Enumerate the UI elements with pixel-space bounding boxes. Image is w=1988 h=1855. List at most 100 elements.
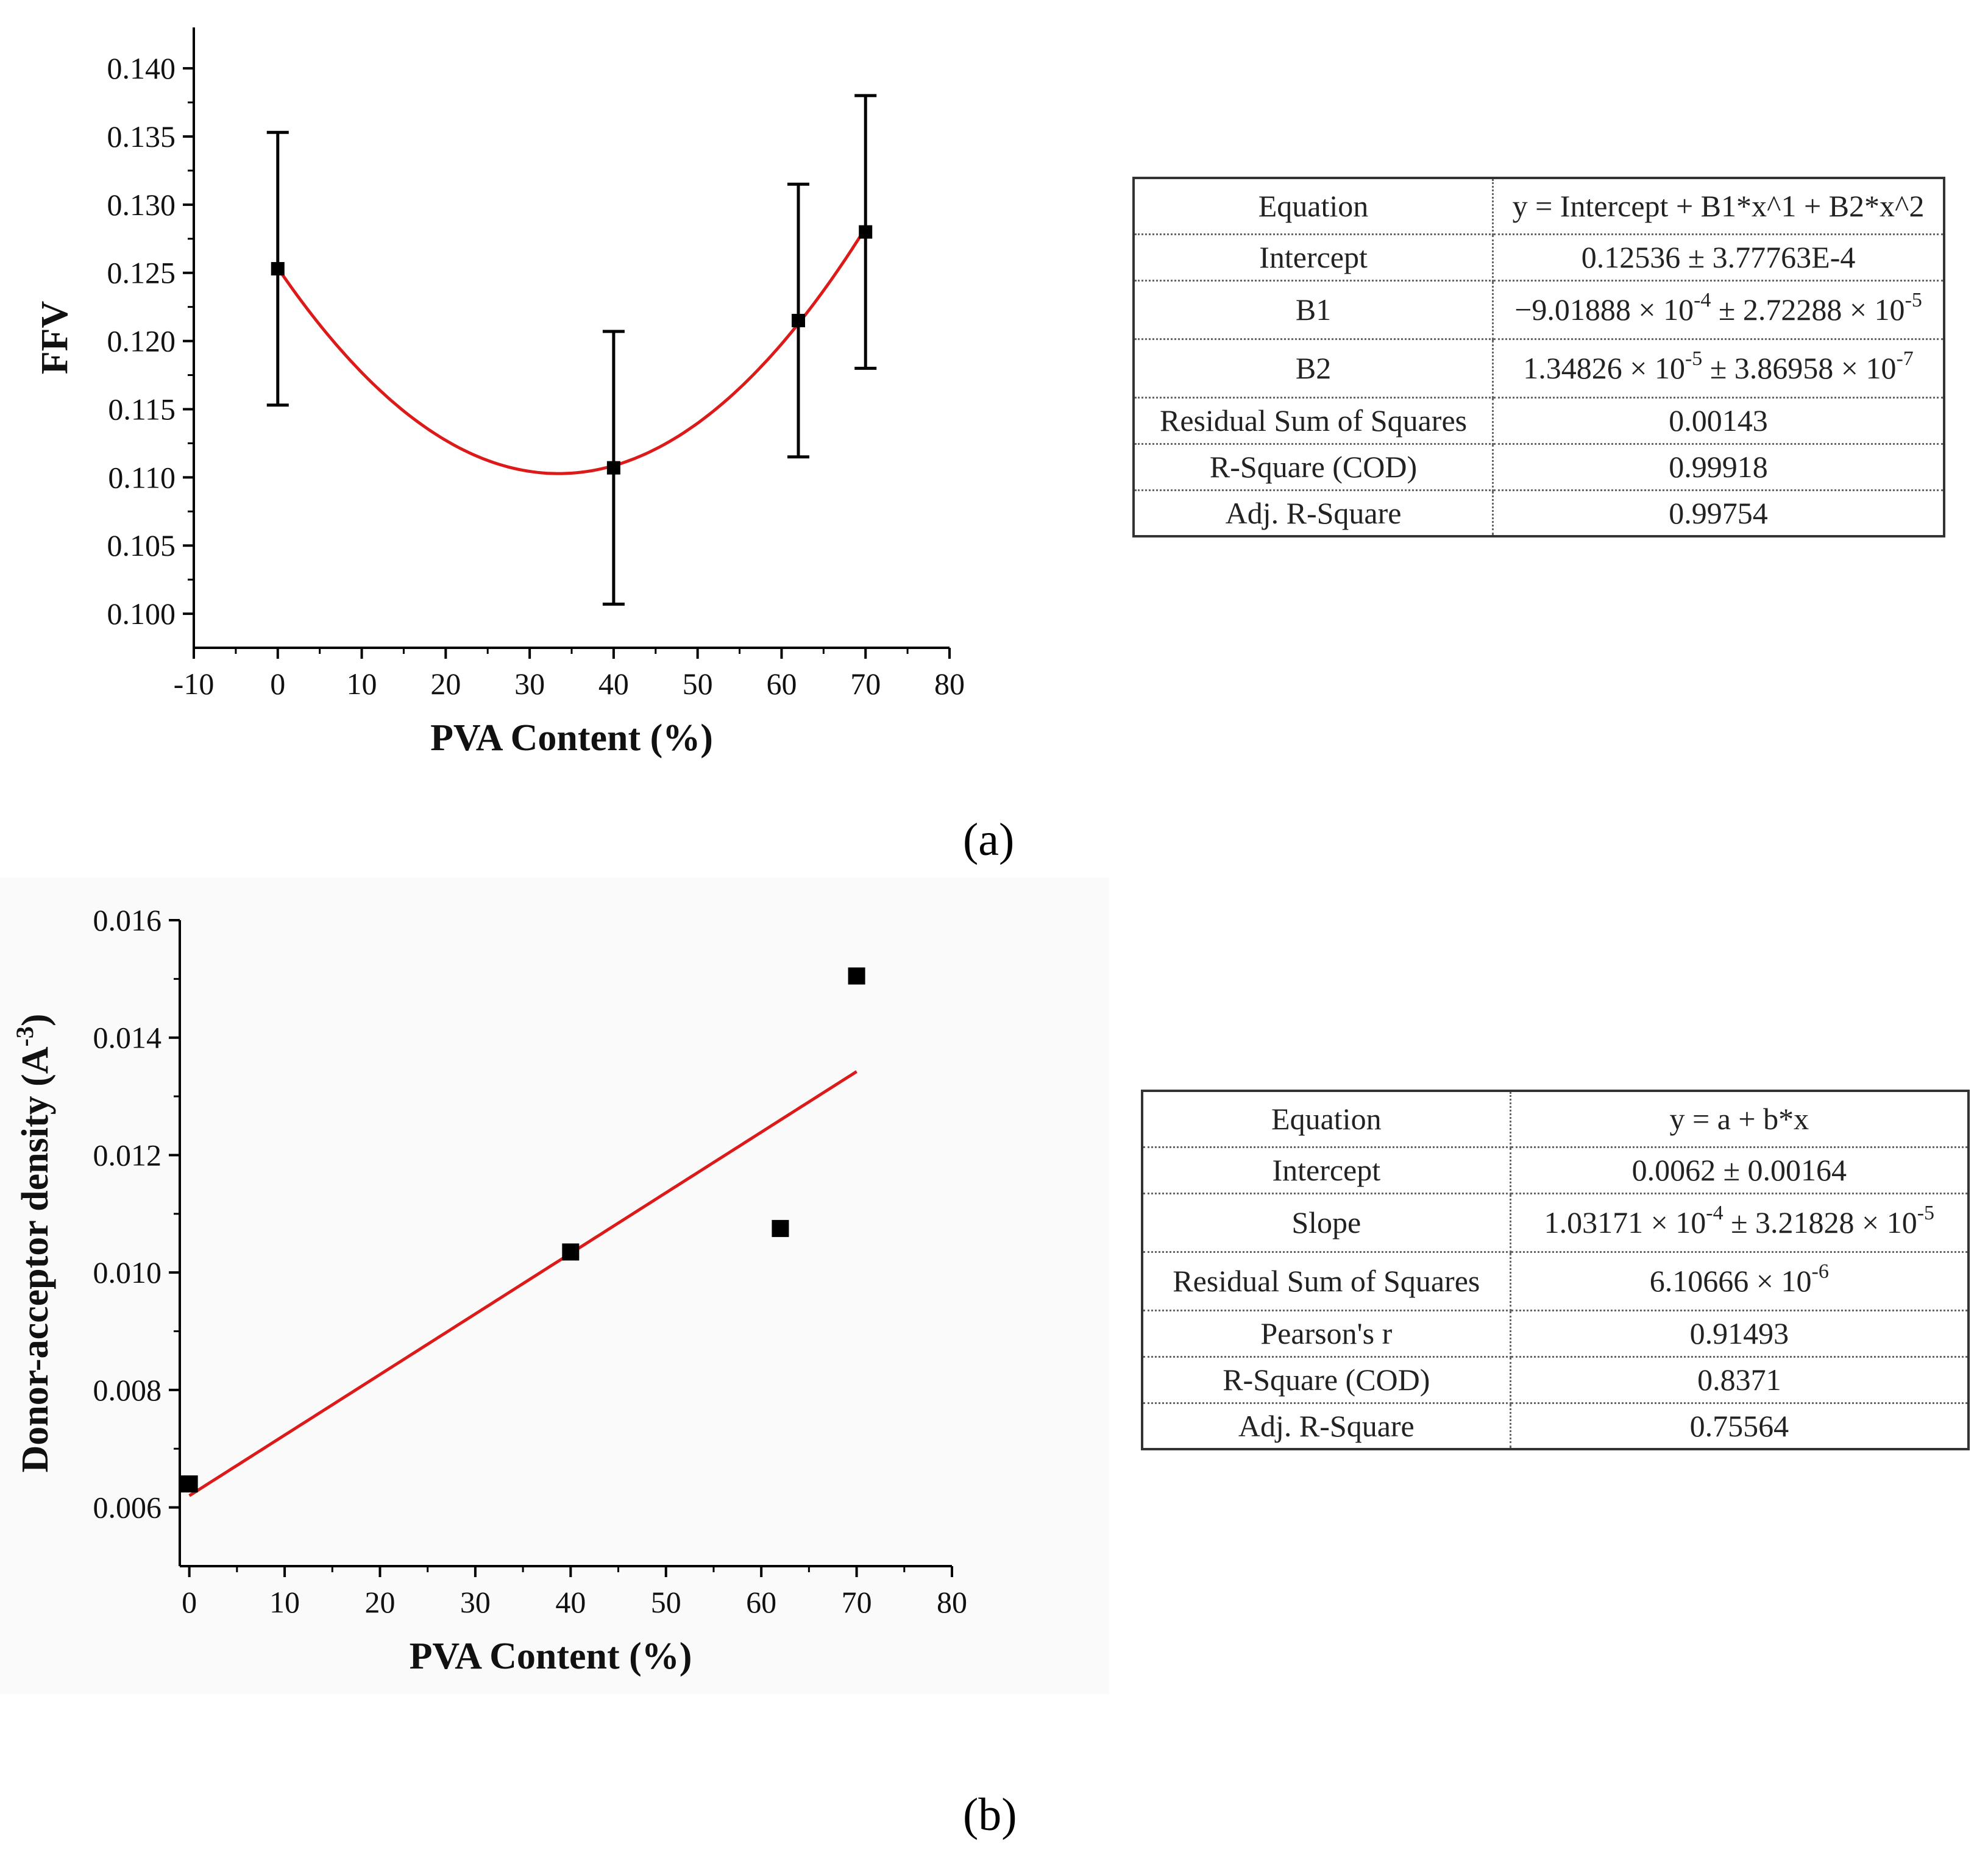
data-point bbox=[792, 314, 805, 328]
fit-label: Pearson's r bbox=[1142, 1310, 1511, 1358]
x-tick-label: 80 bbox=[934, 667, 965, 701]
fit-row-slope: Slope 1.03171 × 10-4 ± 3.21828 × 10-5 bbox=[1142, 1193, 1968, 1253]
data-point bbox=[772, 1219, 789, 1237]
y-tick-label: 0.135 bbox=[107, 119, 176, 154]
x-tick-label: 50 bbox=[683, 667, 713, 701]
fit-table-a: Equation y = Intercept + B1*x^1 + B2*x^2… bbox=[1132, 177, 1945, 537]
fit-label: Equation bbox=[1142, 1091, 1511, 1148]
exponent: -4 bbox=[1694, 289, 1711, 311]
fit-label: Equation bbox=[1134, 178, 1494, 235]
x-tick-label: 30 bbox=[460, 1585, 491, 1619]
fit-row-equation: Equation y = Intercept + B1*x^1 + B2*x^2 bbox=[1134, 178, 1944, 235]
x-tick-label: 10 bbox=[269, 1585, 300, 1619]
panel-label-a: (a) bbox=[963, 814, 1015, 865]
x-tick-label: 0 bbox=[182, 1585, 197, 1619]
fit-label: Slope bbox=[1142, 1193, 1511, 1253]
fit-value: y = a + b*x bbox=[1510, 1091, 1968, 1148]
fit-row-r-square: R-Square (COD) 0.99918 bbox=[1134, 444, 1944, 491]
mantissa: 1.03171 × 10 bbox=[1544, 1205, 1706, 1240]
exponent: -5 bbox=[1905, 289, 1922, 311]
exponent: -7 bbox=[1896, 347, 1914, 370]
fit-value: y = Intercept + B1*x^1 + B2*x^2 bbox=[1493, 178, 1944, 235]
fit-value: 0.99918 bbox=[1493, 444, 1944, 491]
y-tick-label: 0.130 bbox=[107, 188, 176, 222]
mantissa: −9.01888 × 10 bbox=[1514, 293, 1694, 327]
fit-label: Adj. R-Square bbox=[1134, 490, 1494, 536]
y-axis-title: FFV bbox=[34, 301, 76, 375]
exponent: -5 bbox=[1917, 1202, 1935, 1224]
y-tick-label: 0.140 bbox=[107, 51, 176, 85]
y-tick-label: 0.120 bbox=[107, 324, 176, 358]
fit-value: 1.03171 × 10-4 ± 3.21828 × 10-5 bbox=[1510, 1193, 1968, 1253]
fit-row-rss: Residual Sum of Squares 0.00143 bbox=[1134, 397, 1944, 445]
y-tick-label: 0.010 bbox=[93, 1255, 162, 1289]
x-tick-label: 20 bbox=[364, 1585, 395, 1619]
fit-row-b1: B1 −9.01888 × 10-4 ± 2.72288 × 10-5 bbox=[1134, 280, 1944, 340]
fit-value: −9.01888 × 10-4 ± 2.72288 × 10-5 bbox=[1493, 280, 1944, 340]
fit-row-equation: Equation y = a + b*x bbox=[1142, 1091, 1968, 1148]
x-tick-label: 80 bbox=[937, 1585, 967, 1619]
fit-label: Residual Sum of Squares bbox=[1142, 1252, 1511, 1311]
fit-row-rss: Residual Sum of Squares 6.10666 × 10-6 bbox=[1142, 1252, 1968, 1311]
data-point bbox=[848, 967, 865, 985]
y-tick-label: 0.105 bbox=[107, 528, 176, 562]
x-tick-label: 70 bbox=[850, 667, 881, 701]
fit-label: B2 bbox=[1134, 339, 1494, 399]
mantissa: 6.10666 × 10 bbox=[1649, 1264, 1812, 1298]
x-tick-label: 10 bbox=[347, 667, 377, 701]
x-tick-label: 70 bbox=[842, 1585, 872, 1619]
chart-b: 0 10 20 30 40 50 60 70 80 0.006 0.008 0.010 0.012 0.0… bbox=[11, 903, 967, 1677]
exponent: -4 bbox=[1706, 1202, 1724, 1224]
uncertainty: ± 2.72288 × 10 bbox=[1711, 293, 1905, 327]
fit-value: 0.91493 bbox=[1510, 1310, 1968, 1358]
fit-value: 0.00143 bbox=[1493, 397, 1944, 445]
fit-value: 0.75564 bbox=[1689, 1408, 1789, 1443]
panel-label-b: (b) bbox=[963, 1789, 1017, 1840]
fit-row-pearson-r: Pearson's r 0.91493 bbox=[1142, 1310, 1968, 1358]
x-tick-label: 40 bbox=[598, 667, 629, 701]
chart-a: -10 0 10 20 30 40 50 60 70 80 0.100 0.105 0.110 0.115… bbox=[34, 27, 965, 759]
fit-row-b2: B2 1.34826 × 10-5 ± 3.86958 × 10-7 bbox=[1134, 339, 1944, 399]
data-point bbox=[606, 461, 620, 475]
x-axis-title: PVA Content (%) bbox=[410, 1636, 692, 1677]
fit-value: 0.8371 bbox=[1510, 1357, 1968, 1404]
fit-label: Intercept bbox=[1134, 234, 1494, 282]
y-tick-label: 0.125 bbox=[107, 256, 176, 290]
fit-table-b: Equation y = a + b*x Intercept 0.0062 ± … bbox=[1141, 1090, 1970, 1450]
x-tick-label: 20 bbox=[430, 667, 461, 701]
panel-b-background bbox=[0, 878, 1109, 1694]
fit-label: R-Square (COD) bbox=[1142, 1357, 1511, 1404]
fit-value: 0.12536 ± 3.77763E-4 bbox=[1493, 234, 1944, 282]
fit-value: 0.0062 ± 0.00164 bbox=[1510, 1147, 1968, 1194]
fit-label: Residual Sum of Squares bbox=[1134, 397, 1494, 445]
data-point bbox=[859, 225, 873, 239]
fit-label: B1 bbox=[1134, 280, 1494, 340]
y-tick-label: 0.100 bbox=[107, 597, 176, 631]
y-tick-label: 0.110 bbox=[108, 460, 176, 494]
x-tick-label: 0 bbox=[270, 667, 285, 701]
fit-curve bbox=[188, 1070, 857, 1497]
x-tick-label: 30 bbox=[514, 667, 545, 701]
fit-row-adj-r-square: Adj. R-Square 0.99754 bbox=[1134, 490, 1944, 536]
fit-label: R-Square (COD) bbox=[1134, 444, 1494, 491]
data-point bbox=[180, 1475, 198, 1493]
y-tick-label: 0.016 bbox=[93, 903, 162, 937]
uncertainty: ± 3.86958 × 10 bbox=[1702, 351, 1897, 385]
fit-value: 1.34826 × 10-5 ± 3.86958 × 10-7 bbox=[1493, 339, 1944, 399]
fit-label: Intercept bbox=[1142, 1147, 1511, 1194]
fit-curve bbox=[276, 227, 867, 475]
y-tick-label: 0.008 bbox=[93, 1373, 162, 1407]
y-tick-label: 0.012 bbox=[93, 1138, 162, 1172]
y-tick-label: 0.014 bbox=[93, 1021, 162, 1055]
exponent: -5 bbox=[1684, 347, 1703, 370]
exponent: -6 bbox=[1811, 1260, 1829, 1283]
fit-row-r-square: R-Square (COD) 0.8371 bbox=[1142, 1357, 1968, 1404]
fit-label: Adj. R-Square bbox=[1142, 1403, 1511, 1449]
fit-row-adj-r-square: Adj. R-Square 0.75564 bbox=[1142, 1403, 1968, 1449]
x-tick-label: 50 bbox=[651, 1585, 681, 1619]
fit-value: 6.10666 × 10-6 bbox=[1510, 1252, 1968, 1311]
mantissa: 1.34826 × 10 bbox=[1523, 351, 1685, 385]
x-tick-label: -10 bbox=[174, 667, 215, 701]
x-tick-label: 60 bbox=[766, 667, 797, 701]
